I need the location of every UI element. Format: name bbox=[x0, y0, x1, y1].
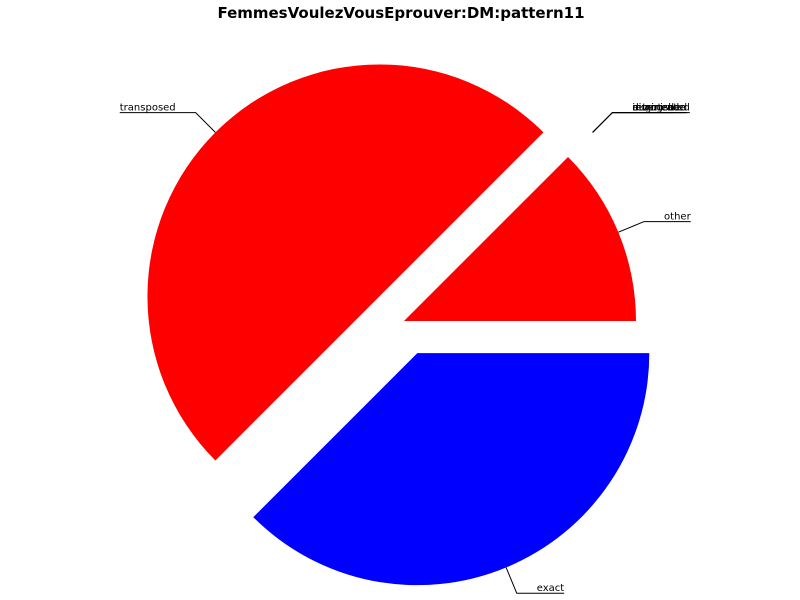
label-exact: exact bbox=[537, 583, 565, 594]
leader-exact bbox=[505, 567, 565, 594]
label-inverted: inverted bbox=[632, 103, 674, 114]
label-retrograde: retrograde bbox=[632, 103, 685, 114]
label-other: other bbox=[664, 212, 692, 223]
pie-labels: other augmenteddiminishedinvertedretrogra… bbox=[120, 103, 692, 595]
slice-exact bbox=[253, 353, 650, 586]
leader-transposed bbox=[119, 112, 216, 133]
pie-slices bbox=[147, 64, 650, 586]
leader-diminished bbox=[592, 112, 688, 133]
slice-other bbox=[404, 156, 636, 321]
slice-transposed bbox=[147, 64, 544, 461]
leader-augmented bbox=[592, 112, 690, 133]
leader-other bbox=[618, 221, 691, 233]
chart-title: FemmesVoulezVousEprouver:DM:pattern11 bbox=[217, 4, 584, 22]
leader-inverted bbox=[592, 112, 675, 133]
label-transposed: transposed bbox=[120, 103, 176, 114]
leader-retrograde bbox=[592, 112, 686, 133]
label-diminished: diminished bbox=[632, 103, 687, 114]
label-augmented: augmented bbox=[632, 103, 689, 114]
